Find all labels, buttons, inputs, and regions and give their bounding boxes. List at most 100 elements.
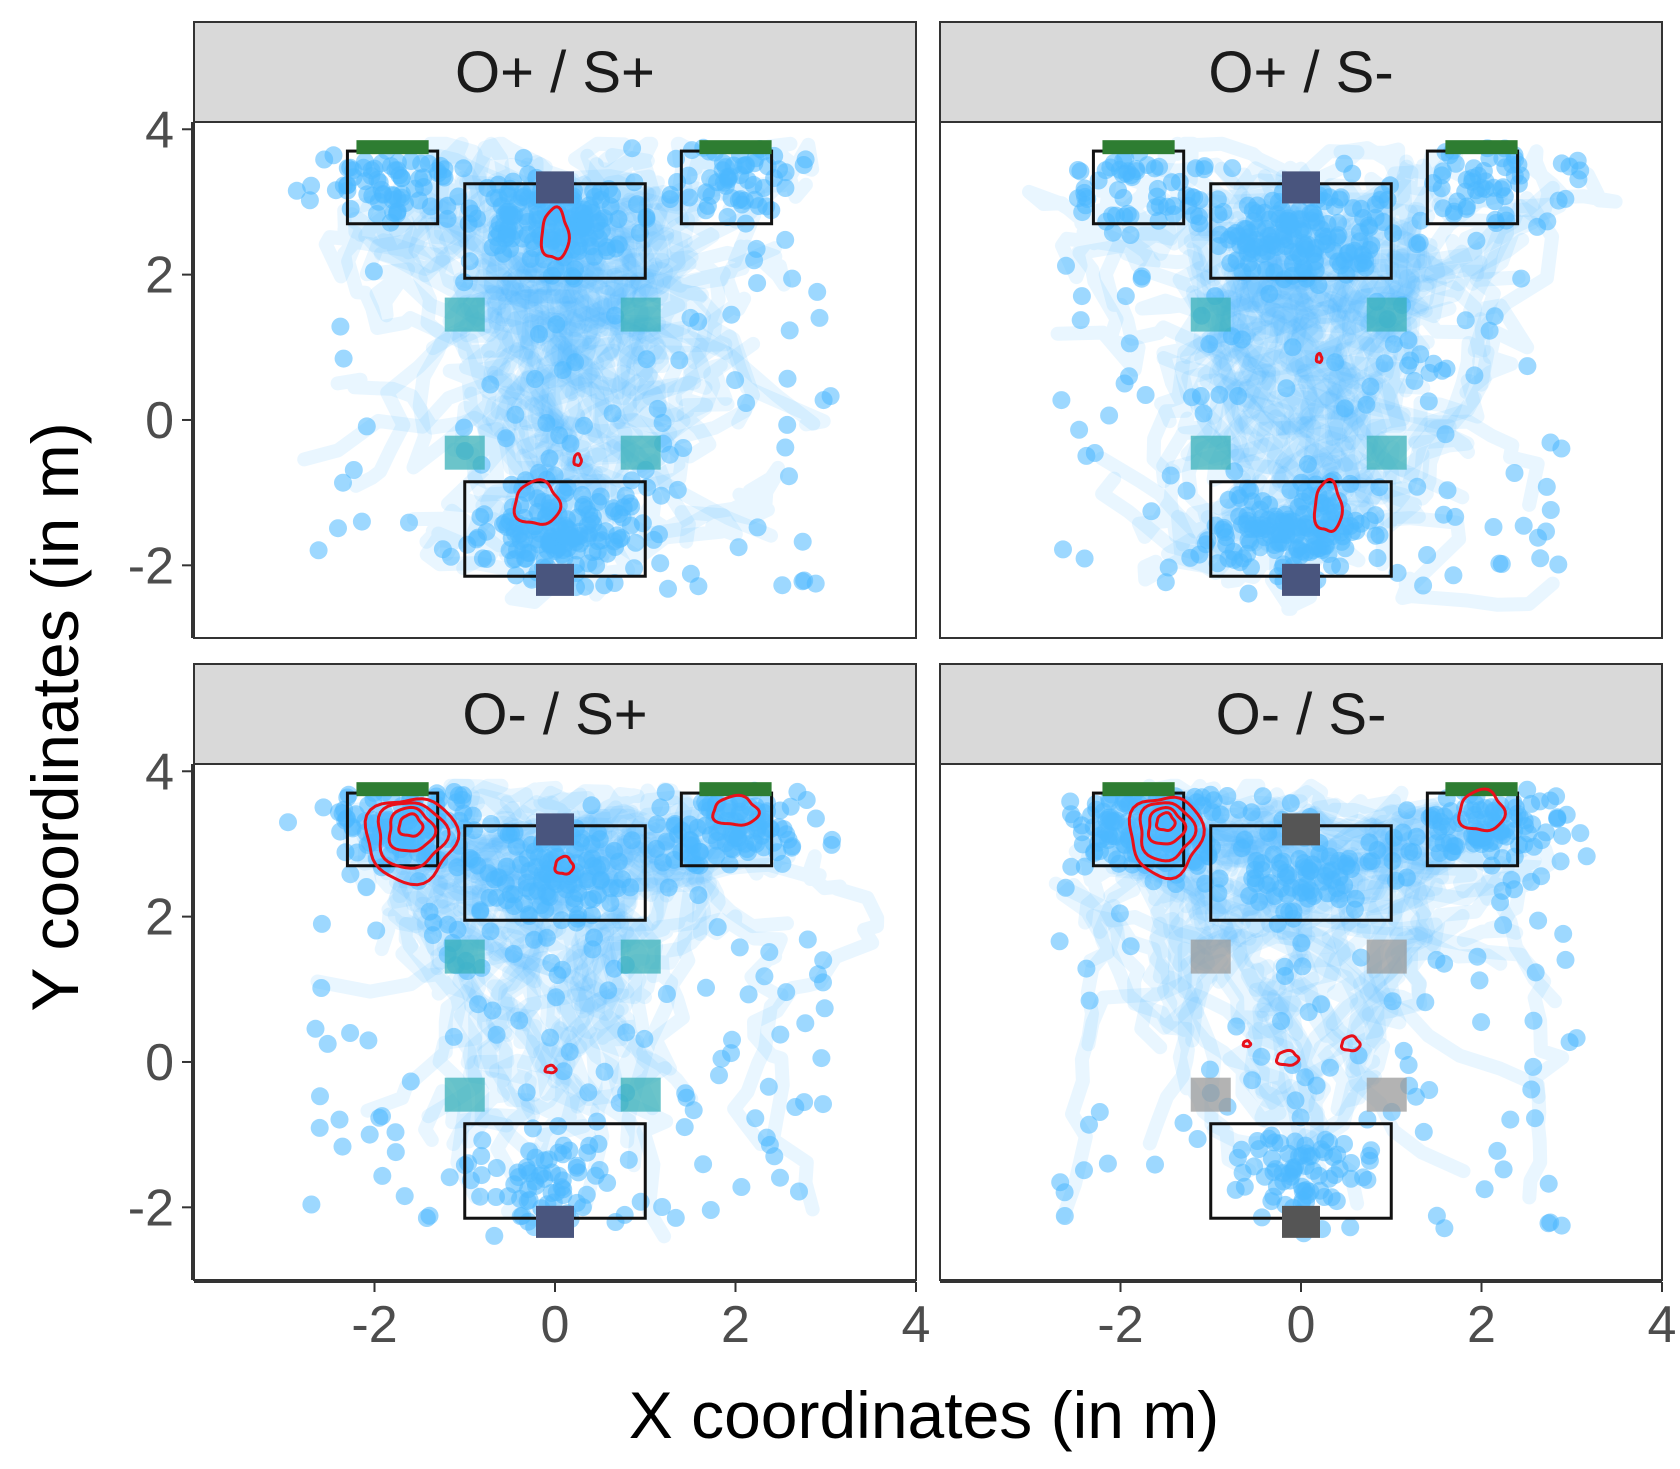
facet-panel: O- / S- -2 0 2 4 (939, 663, 1676, 1354)
goal-right (699, 782, 772, 797)
trajectory-point (554, 1062, 573, 1081)
trajectory-point (1341, 474, 1360, 493)
trajectory-point (1194, 404, 1213, 423)
y-tick-label: 0 (145, 392, 174, 450)
trajectory-point (1330, 890, 1349, 909)
trajectory-point (633, 514, 652, 533)
trajectory-point (1350, 223, 1369, 242)
trajectory-point (318, 1034, 337, 1053)
trajectory-point (605, 502, 624, 521)
trajectory-point (1071, 311, 1090, 330)
trajectory-point (790, 1182, 808, 1201)
y-tick-label: -2 (128, 1179, 174, 1237)
trajectory-point (1109, 181, 1127, 200)
trajectory-point (1338, 244, 1357, 263)
trajectory-point (1209, 884, 1228, 903)
trajectory-point (737, 394, 756, 412)
trajectory-point (367, 921, 386, 940)
trajectory-point (1243, 201, 1262, 220)
trajectory-point (568, 508, 587, 527)
trajectory-point (1146, 1155, 1164, 1174)
trajectory-point (386, 1123, 405, 1142)
trajectory-point (1056, 878, 1075, 897)
trajectory-point (1279, 209, 1298, 228)
density-contour (397, 812, 425, 838)
post-top (536, 171, 574, 204)
trajectory-point (500, 202, 518, 221)
trajectory-point (755, 967, 774, 986)
trajectory-point (1189, 207, 1208, 226)
x-tick-label: 4 (902, 1296, 931, 1354)
trajectory-point (357, 417, 376, 436)
obstacle-ll (1190, 1077, 1231, 1112)
trajectory-point (814, 391, 833, 410)
trajectory-point (1052, 391, 1071, 410)
trajectory-point (796, 1014, 815, 1033)
trajectory-point (1314, 227, 1333, 246)
trajectory-point (1132, 267, 1151, 286)
trajectory-point (1142, 502, 1161, 521)
trajectory-point (731, 166, 750, 185)
trajectory-point (388, 205, 406, 223)
trajectory-point (1229, 387, 1247, 405)
trajectory-point (367, 205, 386, 223)
trajectory-point (549, 1117, 568, 1136)
facet-strip (193, 21, 917, 123)
trajectory-point (1190, 545, 1209, 564)
trajectory-point (1532, 867, 1551, 886)
trajectory-point (1488, 1141, 1507, 1160)
trajectory-point (1539, 1174, 1558, 1193)
trajectory-point (1524, 1057, 1543, 1076)
trajectory-point (1239, 584, 1258, 603)
trajectory-point (504, 944, 523, 963)
trajectory-point (812, 1049, 831, 1068)
post-bottom-highlight (536, 563, 574, 596)
trajectory-point (1445, 202, 1464, 221)
trajectory-point (778, 415, 797, 434)
trajectory-point (1312, 995, 1331, 1014)
trajectory-point (519, 1212, 538, 1231)
trajectory-path (511, 170, 793, 396)
trajectory-point (1368, 549, 1387, 567)
trajectory-point (732, 1178, 751, 1196)
trajectory-point (1230, 489, 1249, 508)
trajectory-point (539, 1150, 558, 1169)
trajectory-point (747, 834, 766, 853)
trajectory-point (1259, 1129, 1278, 1148)
density-contour (1241, 1039, 1253, 1049)
x-tick-label: 2 (1467, 1296, 1496, 1354)
trajectory-point (1341, 1218, 1360, 1237)
trajectory-point (341, 199, 360, 218)
trajectory-point (1366, 208, 1385, 227)
obstacle-ul (1190, 939, 1231, 974)
trajectory-point (722, 839, 741, 858)
trajectory-point (1234, 549, 1253, 568)
point-layer (1052, 139, 1590, 603)
trajectory-point (1529, 528, 1547, 547)
trajectory-point (806, 809, 825, 828)
trajectory-point (1232, 1140, 1251, 1159)
trajectory-path (387, 789, 746, 1124)
trajectory-point (471, 1187, 490, 1206)
trajectory-point (1552, 154, 1571, 173)
trajectory-point (591, 487, 610, 506)
trajectory-point (1549, 191, 1568, 210)
trajectory-point (1346, 889, 1365, 908)
trajectory-point (1233, 330, 1251, 349)
trajectory-point (333, 1137, 352, 1156)
trajectory-point (1407, 827, 1426, 846)
trajectory-point (1493, 881, 1512, 900)
trajectory-point (729, 191, 748, 210)
trajectory-point (647, 815, 666, 834)
trajectory-point (1548, 809, 1567, 828)
trajectory-point (1394, 823, 1412, 842)
trajectory-point (1323, 556, 1341, 575)
trajectory-point (1571, 824, 1590, 843)
trajectory-point (1114, 794, 1133, 813)
trajectory-point (823, 830, 842, 849)
trajectory-point (1120, 334, 1139, 353)
trajectory-point (401, 1072, 420, 1091)
trajectory-point (400, 513, 418, 532)
trajectory-point (1526, 1109, 1544, 1128)
trajectory-point (1531, 549, 1550, 568)
